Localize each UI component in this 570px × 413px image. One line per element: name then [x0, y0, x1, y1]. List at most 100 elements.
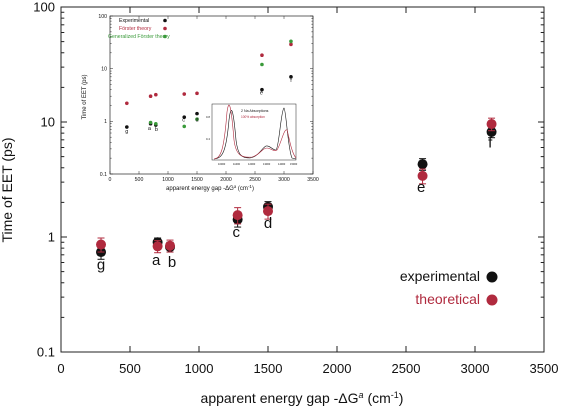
inset-point-label: e — [260, 91, 263, 97]
inset-point-f-rster-theory — [125, 101, 129, 106]
spectrum-red-curve — [213, 104, 297, 160]
inset-point-label: b — [155, 127, 158, 133]
main-point-labels: g a b c d e f — [97, 135, 493, 274]
inset-point-label: a — [148, 126, 152, 132]
inset-legend-marker-experimental — [163, 18, 167, 23]
spectrum-x-tick: 13000 — [263, 162, 271, 166]
main-point-label: b — [168, 254, 176, 271]
inset-axes: 0 500 1000 1500 2000 2500 3000 3500 0.1 1 10 100 — [98, 14, 319, 183]
main-point-theoretical — [417, 170, 428, 181]
inset-point-f-rster-theory — [260, 53, 264, 58]
main-legend: experimental theoretical — [400, 268, 498, 307]
legend-marker-experimental — [486, 271, 498, 283]
inset-points — [125, 39, 293, 129]
inset-legend-marker-forster — [163, 26, 167, 31]
spectrum-x-tick: 15000 — [290, 162, 298, 166]
inset-legend: Experimental Förster theory Generalized … — [108, 18, 170, 40]
inset-x-axis-title: apparent energy gap -ΔGa (cm-1) — [166, 184, 254, 192]
legend-label-experimental: experimental — [400, 268, 480, 284]
inset-legend-label-experimental: Experimental — [119, 18, 149, 24]
inset-point-label: g — [125, 129, 128, 135]
main-point-experimental — [486, 126, 497, 137]
main-x-tick-label: 0 — [57, 361, 64, 376]
inset-point-label: f — [290, 78, 292, 84]
spectrum-title: 2 Na Absorptions — [241, 109, 269, 113]
main-point-label: f — [488, 135, 493, 152]
main-point-label: c — [233, 224, 241, 241]
inset-point-labels: g a b c d e f — [125, 78, 292, 135]
main-y-tick-label: 1 — [48, 230, 55, 245]
spectrum-black-curve — [213, 107, 297, 160]
main-point-theoretical — [96, 239, 107, 250]
main-point-theoretical — [165, 240, 176, 251]
spectrum-y-tick: 0.8 — [206, 115, 210, 119]
main-x-axis-title: apparent energy gap -ΔGa (cm-1) — [201, 390, 404, 406]
main-y-tick-label: 100 — [33, 0, 55, 15]
inset-point-f-rster-theory — [148, 94, 153, 99]
inset-y-tick-label: 1 — [104, 119, 107, 125]
legend-label-theoretical: theoretical — [415, 291, 480, 307]
spectrum-caption: 100% absorption — [241, 115, 265, 119]
inset-point-experimental — [289, 75, 293, 79]
main-y-tick-label: 10 — [41, 115, 55, 130]
inset-point-generalized-f-rster-theory — [154, 121, 158, 126]
inset-point-experimental — [195, 111, 199, 116]
spectrum-x-tick: 14000 — [278, 162, 286, 166]
inset-point-generalized-f-rster-theory — [182, 124, 187, 129]
main-x-tick-label: 1500 — [254, 361, 283, 376]
main-points — [96, 117, 497, 260]
inset-x-tick-label: 3000 — [278, 177, 290, 183]
main-point-label: d — [264, 215, 272, 232]
inset-point-f-rster-theory — [289, 42, 293, 47]
inset-point-label: c — [182, 117, 185, 123]
inset-x-tick-label: 1500 — [191, 177, 203, 183]
main-x-tick-label: 3500 — [530, 361, 559, 376]
inset-x-tick-label: 500 — [135, 177, 144, 183]
inset-point-experimental — [260, 87, 264, 92]
main-point-label: e — [417, 179, 425, 196]
spectrum-y-tick: 0.4 — [206, 137, 210, 141]
inset-point-label: d — [195, 117, 198, 123]
main-point-experimental — [417, 159, 428, 170]
inset-x-tick-label: 1000 — [162, 177, 174, 183]
inset-y-tick-label: 0.1 — [100, 172, 107, 178]
inset-y-axis-title: Time of EET (ps) — [82, 74, 88, 119]
inset-y-tick-label: 100 — [98, 14, 107, 20]
main-point-label: a — [152, 252, 161, 269]
inset-point-generalized-f-rster-theory — [260, 62, 264, 67]
inset-plot: 0 500 1000 1500 2000 2500 3000 3500 0.1 1 10 100 g a… — [82, 14, 319, 192]
main-point-theoretical — [232, 210, 243, 221]
spectrum-x-tick: 10000 — [218, 162, 226, 166]
inset-legend-marker-generalized — [163, 34, 167, 39]
inset-point-f-rster-theory — [195, 91, 199, 96]
spectrum-frame — [211, 103, 297, 161]
spectrum-x-tick: 12000 — [248, 162, 256, 166]
main-y-tick-label: 0.1 — [37, 345, 55, 360]
inset-x-tick-label: 0 — [109, 177, 112, 183]
main-x-tick-label: 2500 — [392, 361, 421, 376]
inset-x-tick-label: 2500 — [249, 177, 261, 183]
inset-point-experimental — [125, 125, 129, 129]
inset-point-f-rster-theory — [154, 92, 158, 97]
spectrum-inset: 2 Na Absorptions 100% absorption 10000 1… — [206, 103, 298, 166]
inset-legend-label-forster: Förster theory — [119, 26, 152, 32]
inset-point-generalized-f-rster-theory — [289, 39, 293, 44]
main-plot-frame — [60, 6, 545, 353]
main-point-label: g — [97, 257, 105, 274]
main-point-theoretical — [486, 119, 497, 130]
inset-y-tick-label: 10 — [101, 66, 107, 72]
inset-point-experimental — [182, 115, 187, 119]
inset-x-tick-label: 3500 — [307, 177, 319, 183]
main-x-tick-label: 500 — [119, 361, 141, 376]
inset-point-generalized-f-rster-theory — [148, 120, 153, 125]
main-point-theoretical — [263, 206, 273, 217]
main-x-tick-label: 1000 — [185, 361, 214, 376]
main-y-axis-title: Time of EET (ps) — [0, 137, 15, 242]
inset-point-generalized-f-rster-theory — [195, 117, 199, 121]
inset-point-f-rster-theory — [182, 92, 187, 96]
inset-x-tick-label: 2000 — [220, 177, 232, 183]
